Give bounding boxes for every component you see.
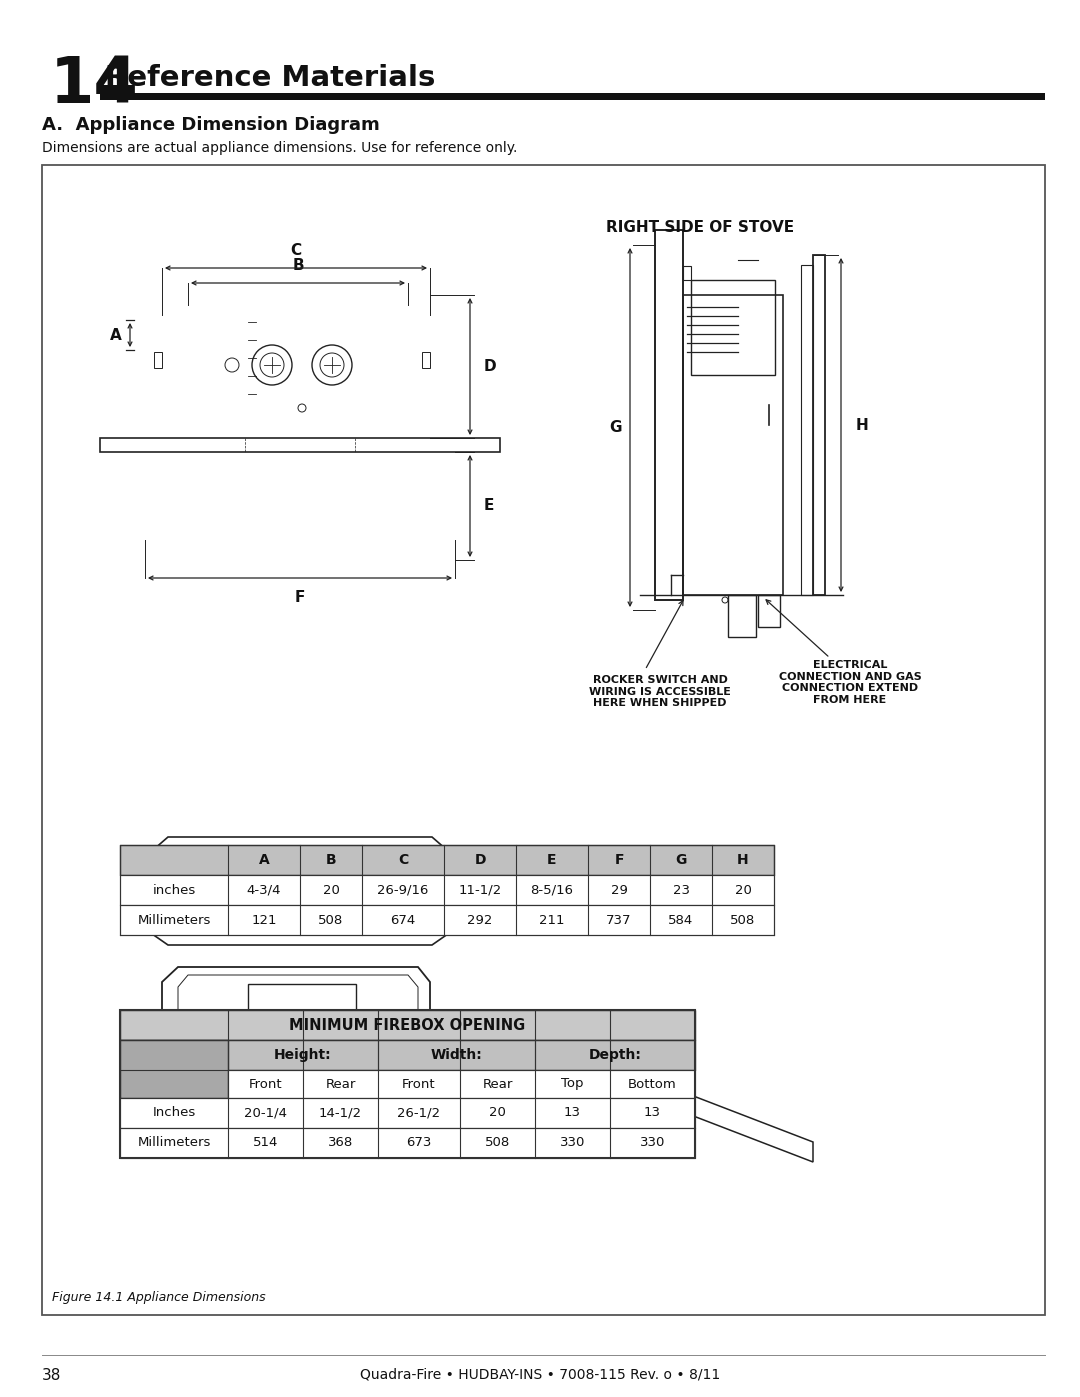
Text: 26-1/2: 26-1/2 [397, 1106, 441, 1119]
Text: 584: 584 [669, 914, 693, 926]
Text: 508: 508 [485, 1137, 510, 1150]
Bar [801, 265, 813, 595]
Text: 368: 368 [328, 1137, 353, 1150]
Bar [813, 256, 825, 595]
Bar [248, 983, 356, 1078]
Text: 13: 13 [644, 1106, 661, 1119]
Bar [758, 595, 780, 627]
Text: H: H [856, 418, 868, 433]
Text: Quadra-Fire • HUDBAY-INS • 7008-115 Rev. o • 8/11: Quadra-Fire • HUDBAY-INS • 7008-115 Rev.… [360, 1368, 720, 1382]
Text: 508: 508 [730, 914, 756, 926]
Bar [422, 352, 430, 367]
Text: 330: 330 [639, 1137, 665, 1150]
Bar [120, 905, 774, 935]
Text: 20-1/4: 20-1/4 [244, 1106, 287, 1119]
Text: inches: inches [152, 883, 195, 897]
Text: Rear: Rear [483, 1077, 513, 1091]
Text: Width:: Width: [431, 1048, 483, 1062]
Bar [691, 279, 775, 374]
Text: RIGHT SIDE OF STOVE: RIGHT SIDE OF STOVE [606, 221, 794, 236]
Text: 292: 292 [468, 914, 492, 926]
Bar [728, 595, 756, 637]
Bar [120, 1039, 696, 1070]
Text: F: F [295, 590, 306, 605]
Text: Depth:: Depth: [589, 1048, 642, 1062]
Text: Inches: Inches [152, 1106, 195, 1119]
Text: ELECTRICAL
CONNECTION AND GAS
CONNECTION EXTEND
FROM HERE: ELECTRICAL CONNECTION AND GAS CONNECTION… [779, 659, 921, 705]
Bar [654, 231, 683, 599]
Text: Height:: Height: [274, 1048, 332, 1062]
Bar [42, 165, 1045, 1315]
Text: 20: 20 [734, 883, 752, 897]
Text: 38: 38 [42, 1368, 62, 1383]
Text: Figure 14.1 Appliance Dimensions: Figure 14.1 Appliance Dimensions [52, 1291, 266, 1305]
Text: 330: 330 [559, 1137, 585, 1150]
Text: Dimensions are actual appliance dimensions. Use for reference only.: Dimensions are actual appliance dimensio… [42, 141, 517, 155]
Bar [120, 1098, 696, 1127]
Text: B: B [326, 854, 336, 868]
Text: 4-3/4: 4-3/4 [246, 883, 281, 897]
Text: 14: 14 [50, 54, 138, 116]
Text: Front: Front [248, 1077, 282, 1091]
Text: 737: 737 [606, 914, 632, 926]
Text: 26-9/16: 26-9/16 [377, 883, 429, 897]
Bar [120, 1039, 228, 1098]
Bar [120, 1010, 696, 1039]
Text: Rear: Rear [325, 1077, 355, 1091]
Text: 211: 211 [539, 914, 565, 926]
Bar [154, 352, 162, 367]
Text: 29: 29 [610, 883, 627, 897]
Bar [120, 845, 774, 875]
Bar [683, 265, 691, 279]
Text: 20: 20 [323, 883, 339, 897]
Text: C: C [397, 854, 408, 868]
Bar [120, 875, 774, 905]
Text: 11-1/2: 11-1/2 [458, 883, 501, 897]
Text: 674: 674 [390, 914, 416, 926]
Text: Millimeters: Millimeters [137, 914, 211, 926]
Bar [120, 1127, 696, 1158]
Bar [100, 439, 500, 453]
Text: Bottom: Bottom [629, 1077, 677, 1091]
Bar [683, 295, 783, 595]
Text: C: C [291, 243, 301, 258]
Text: ROCKER SWITCH AND
WIRING IS ACCESSIBLE
HERE WHEN SHIPPED: ROCKER SWITCH AND WIRING IS ACCESSIBLE H… [589, 675, 731, 708]
Bar [120, 1010, 696, 1158]
Text: 20: 20 [489, 1106, 505, 1119]
Text: H: H [738, 854, 748, 868]
Text: B: B [293, 258, 303, 272]
Text: 121: 121 [252, 914, 276, 926]
Text: D: D [484, 359, 497, 374]
Text: Reference Materials: Reference Materials [105, 64, 435, 92]
Text: MINIMUM FIREBOX OPENING: MINIMUM FIREBOX OPENING [289, 1017, 526, 1032]
Text: A.  Appliance Dimension Diagram: A. Appliance Dimension Diagram [42, 116, 380, 134]
Text: 13: 13 [564, 1106, 581, 1119]
Text: 8-5/16: 8-5/16 [530, 883, 573, 897]
Text: E: E [484, 499, 495, 514]
Text: F: F [615, 854, 624, 868]
Text: 514: 514 [253, 1137, 279, 1150]
Text: 673: 673 [406, 1137, 432, 1150]
Text: E: E [548, 854, 557, 868]
Text: D: D [474, 854, 486, 868]
Bar [100, 94, 1045, 101]
Text: 14-1/2: 14-1/2 [319, 1106, 362, 1119]
Text: G: G [675, 854, 687, 868]
Text: 23: 23 [673, 883, 689, 897]
Text: Front: Front [402, 1077, 436, 1091]
Text: G: G [609, 420, 621, 434]
Text: A: A [258, 854, 269, 868]
Text: A: A [110, 327, 122, 342]
Text: Millimeters: Millimeters [137, 1137, 211, 1150]
Bar [228, 1070, 696, 1098]
Text: 508: 508 [319, 914, 343, 926]
Text: Top: Top [562, 1077, 584, 1091]
